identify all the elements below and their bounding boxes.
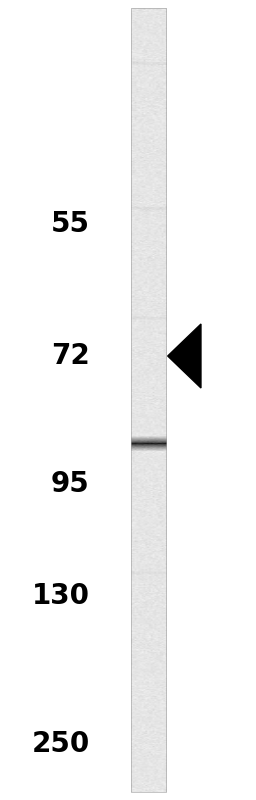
Bar <box>131 8 166 792</box>
Text: 55: 55 <box>51 210 90 238</box>
Polygon shape <box>168 324 201 388</box>
Text: 95: 95 <box>51 470 90 498</box>
Text: 250: 250 <box>31 730 90 758</box>
Text: 130: 130 <box>31 582 90 610</box>
Text: 72: 72 <box>51 342 90 370</box>
